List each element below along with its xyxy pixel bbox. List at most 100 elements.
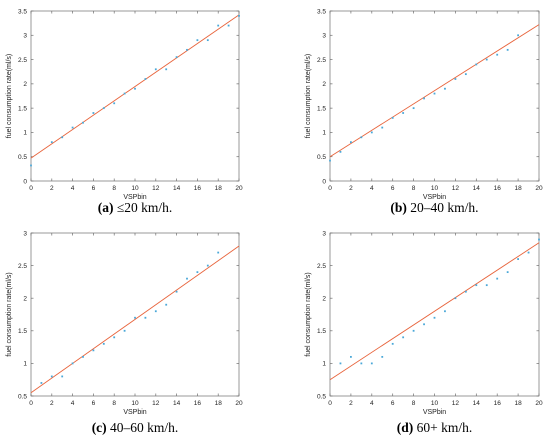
data-point (475, 63, 478, 66)
data-point (82, 355, 84, 358)
y-tick-label: 3 (23, 230, 27, 237)
data-point (485, 284, 488, 287)
caption-text: 60+ km/h. (413, 420, 472, 435)
data-point (370, 362, 373, 365)
x-tick-label: 10 (131, 185, 139, 192)
x-tick-label: 10 (431, 400, 439, 407)
data-point (329, 159, 331, 162)
data-point (186, 48, 188, 51)
data-point (61, 136, 64, 139)
data-point (50, 141, 53, 144)
fit-line (30, 14, 240, 159)
x-tick-label: 4 (370, 400, 374, 407)
x-tick-label: 0 (328, 400, 332, 407)
x-tick-label: 12 (452, 185, 460, 192)
data-point (186, 277, 188, 280)
x-tick-label: 8 (112, 185, 116, 192)
x-tick-label: 0 (29, 185, 33, 192)
data-point (165, 303, 168, 306)
x-tick-label: 2 (349, 185, 353, 192)
x-tick-label: 4 (71, 185, 75, 192)
y-tick-label: 2 (322, 81, 326, 88)
y-tick-label: 2.5 (317, 57, 326, 64)
x-tick-label: 14 (473, 185, 481, 192)
data-point (227, 24, 230, 27)
fit-line (329, 24, 540, 158)
y-tick-label: 1 (23, 361, 27, 368)
panel-caption: (c) 40–60 km/h. (92, 420, 179, 435)
caption-label: (a) (98, 200, 114, 215)
y-axis-label: fuel consumption rate(ml/s) (305, 272, 312, 356)
x-tick-label: 2 (349, 400, 353, 407)
data-point (402, 336, 405, 339)
caption-text: ≤20 km/h. (113, 200, 172, 215)
data-point (238, 14, 240, 17)
x-tick-label: 6 (391, 185, 395, 192)
panel-caption: (b) 20–40 km/h. (390, 200, 478, 215)
y-tick-label: 2.5 (317, 263, 326, 270)
data-point (123, 92, 126, 95)
x-tick-label: 14 (473, 400, 481, 407)
data-point (485, 58, 488, 61)
x-tick-label: 6 (92, 400, 96, 407)
y-tick-label: 0.5 (317, 154, 326, 161)
chart-panel-3: 0 2 4 6 8 10 12 14 16 18 20 0.5 1 1.5 2 2.5 3 VSPbin fuel … (6, 230, 243, 435)
x-tick-label: 20 (235, 400, 243, 407)
data-point (82, 121, 84, 124)
x-tick-label: 2 (50, 400, 54, 407)
data-point (391, 342, 394, 345)
x-tick-label: 2 (50, 185, 54, 192)
y-axis-label: fuel consumption rate(ml/s) (6, 272, 13, 356)
data-point (154, 310, 157, 313)
data-point (217, 24, 220, 27)
y-tick-label: 3 (23, 33, 27, 40)
y-tick-label: 3 (322, 33, 326, 40)
data-point (423, 323, 425, 326)
x-tick-label: 14 (173, 185, 181, 192)
x-tick-label: 16 (494, 185, 502, 192)
chart-panel-4: 0 2 4 6 8 10 12 14 16 18 20 0.5 1 1.5 2 2.5 3 VSPbin fuel … (305, 230, 543, 435)
x-tick-label: 0 (29, 400, 33, 407)
y-tick-label: 1 (322, 130, 326, 137)
plot-frame (329, 232, 540, 397)
x-tick-label: 18 (215, 185, 223, 192)
x-axis-label: VSPbin (423, 409, 446, 416)
data-point (206, 264, 209, 267)
caption-label: (b) (390, 200, 407, 215)
y-axis-label: fuel consumption rate(ml/s) (305, 54, 312, 138)
data-point (402, 112, 405, 114)
data-point (475, 284, 478, 287)
data-point (144, 316, 147, 319)
data-point (412, 107, 415, 110)
x-axis-label: VSPbin (123, 409, 146, 416)
panel-caption: (a) ≤20 km/h. (98, 200, 173, 215)
y-tick-label: 2.5 (18, 263, 27, 270)
data-point (30, 164, 32, 167)
caption-text: 40–60 km/h. (107, 420, 179, 435)
plot-frame (30, 232, 240, 397)
data-point (71, 362, 74, 365)
data-point (113, 102, 116, 105)
data-point (113, 336, 116, 339)
data-point (154, 68, 157, 71)
data-point (339, 362, 342, 365)
caption-label: (c) (92, 420, 107, 435)
x-tick-label: 20 (535, 185, 543, 192)
data-point (464, 290, 467, 293)
y-tick-label: 0.5 (18, 154, 27, 161)
data-point (517, 34, 519, 37)
data-point (506, 271, 509, 274)
data-point (61, 375, 64, 378)
data-point (50, 375, 53, 378)
data-point (381, 355, 384, 358)
y-tick-label: 2 (23, 296, 27, 303)
data-point (433, 316, 436, 319)
data-point (360, 136, 363, 139)
x-tick-label: 4 (71, 400, 75, 407)
x-axis-label: VSPbin (423, 194, 446, 201)
x-tick-label: 6 (92, 185, 96, 192)
x-tick-label: 10 (431, 185, 439, 192)
y-tick-label: 0.5 (317, 393, 326, 400)
x-tick-label: 12 (152, 400, 160, 407)
